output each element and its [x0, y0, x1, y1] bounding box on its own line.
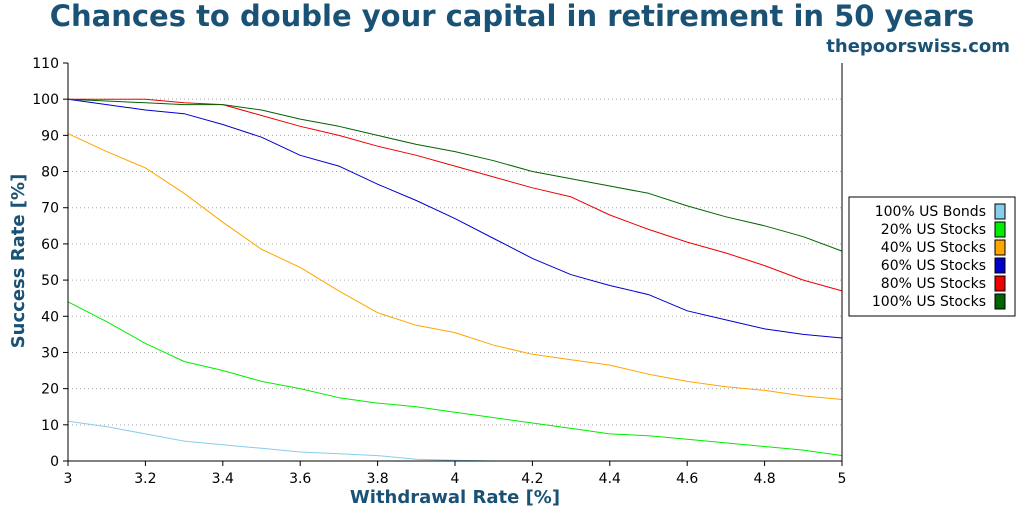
legend-swatch — [994, 293, 1006, 310]
y-tick-label: 100 — [32, 92, 59, 108]
series-line-80pct-us-stocks — [68, 98, 843, 292]
x-tick-label: 3 — [64, 471, 73, 487]
y-tick-label: 20 — [41, 382, 59, 398]
x-tick-label: 3.8 — [366, 471, 388, 487]
legend: 100% US Bonds 20% US Stocks 40% US Stocks 6… — [848, 196, 1016, 317]
x-tick-label: 4 — [451, 471, 460, 487]
series-layer — [67, 98, 843, 462]
y-tick-label: 40 — [41, 309, 59, 325]
x-tick-label: 3.6 — [289, 471, 311, 487]
x-tick-label: 3.4 — [212, 471, 234, 487]
legend-swatch — [994, 257, 1006, 274]
source-label: thepoorswiss.com — [826, 36, 1010, 57]
y-tick-label: 50 — [41, 273, 59, 289]
series-line-20pct-us-stocks — [67, 301, 843, 457]
axes — [63, 62, 843, 466]
legend-swatch — [994, 275, 1006, 292]
legend-swatch — [994, 203, 1006, 220]
y-tick-label: 30 — [41, 345, 59, 361]
legend-label: 80% US Stocks — [881, 276, 986, 292]
legend-swatch — [994, 221, 1006, 238]
series-line-40pct-us-stocks — [67, 133, 843, 400]
legend-label: 100% US Stocks — [872, 294, 986, 310]
legend-label: 40% US Stocks — [881, 240, 986, 256]
x-tick-label: 4.4 — [599, 471, 621, 487]
legend-swatch — [994, 239, 1006, 256]
y-tick-label: 0 — [50, 454, 59, 470]
x-tick-label: 4.2 — [521, 471, 543, 487]
series-line-60pct-us-stocks — [67, 98, 843, 339]
legend-box — [848, 196, 1016, 317]
y-tick-label: 10 — [41, 418, 59, 434]
series-line-100pct-us-stocks — [67, 98, 843, 252]
legend-label: 100% US Bonds — [875, 204, 986, 220]
legend-label: 60% US Stocks — [881, 258, 986, 274]
y-axis-label: Success Rate [%] — [8, 174, 29, 349]
series-line-100pct-us-bonds — [67, 420, 842, 462]
legend-label: 20% US Stocks — [881, 222, 986, 238]
x-axis-label: Withdrawal Rate [%] — [350, 487, 560, 508]
y-tick-label: 80 — [41, 165, 59, 181]
x-tick-label: 3.2 — [134, 471, 156, 487]
chart-title: Chances to double your capital in retire… — [50, 0, 975, 33]
y-tick-label: 60 — [41, 237, 59, 253]
tick-labels: 0 10 20 30 40 50 60 70 80 90 100 110 3 3.2 3.4 3.6 3.8 4 4… — [32, 56, 846, 487]
y-tick-label: 90 — [41, 128, 59, 144]
y-tick-label: 70 — [41, 201, 59, 217]
y-tick-label: 110 — [32, 56, 59, 72]
x-tick-label: 4.6 — [676, 471, 698, 487]
x-tick-label: 5 — [838, 471, 847, 487]
grid-lines — [68, 98, 842, 426]
x-tick-label: 4.8 — [753, 471, 775, 487]
